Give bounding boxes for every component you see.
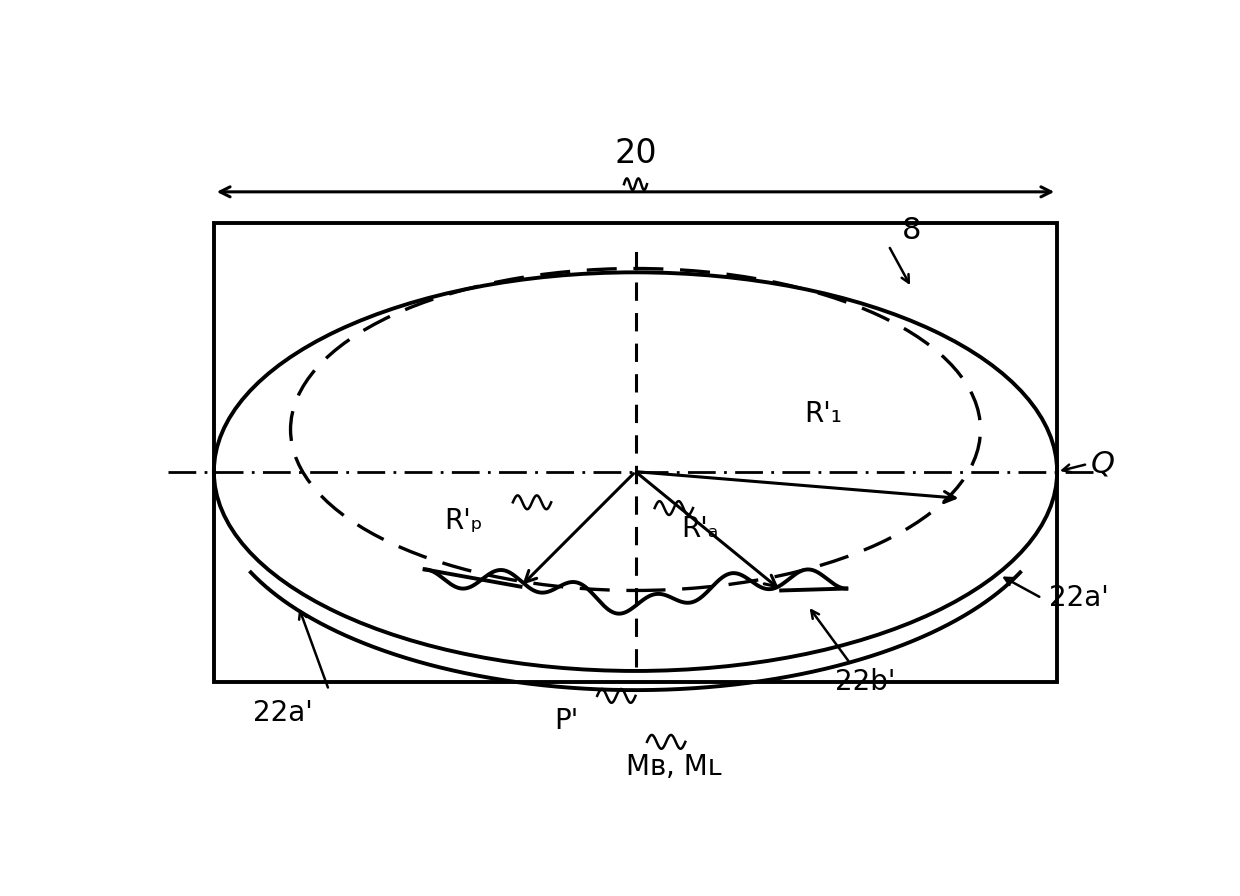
Text: Q: Q: [1091, 450, 1115, 478]
Text: 22b': 22b': [836, 668, 895, 696]
Text: R'ₐ: R'ₐ: [682, 515, 719, 543]
Text: 22a': 22a': [1049, 584, 1110, 612]
Text: 22a': 22a': [253, 699, 312, 728]
Text: R'₁: R'₁: [805, 401, 842, 428]
Text: R'ₚ: R'ₚ: [444, 507, 482, 536]
Text: 20: 20: [614, 137, 657, 170]
Text: P': P': [554, 707, 579, 735]
Bar: [213, 222, 1058, 683]
Text: 8: 8: [901, 216, 921, 245]
Text: Mʙ, Mʟ: Mʙ, Mʟ: [626, 753, 722, 780]
